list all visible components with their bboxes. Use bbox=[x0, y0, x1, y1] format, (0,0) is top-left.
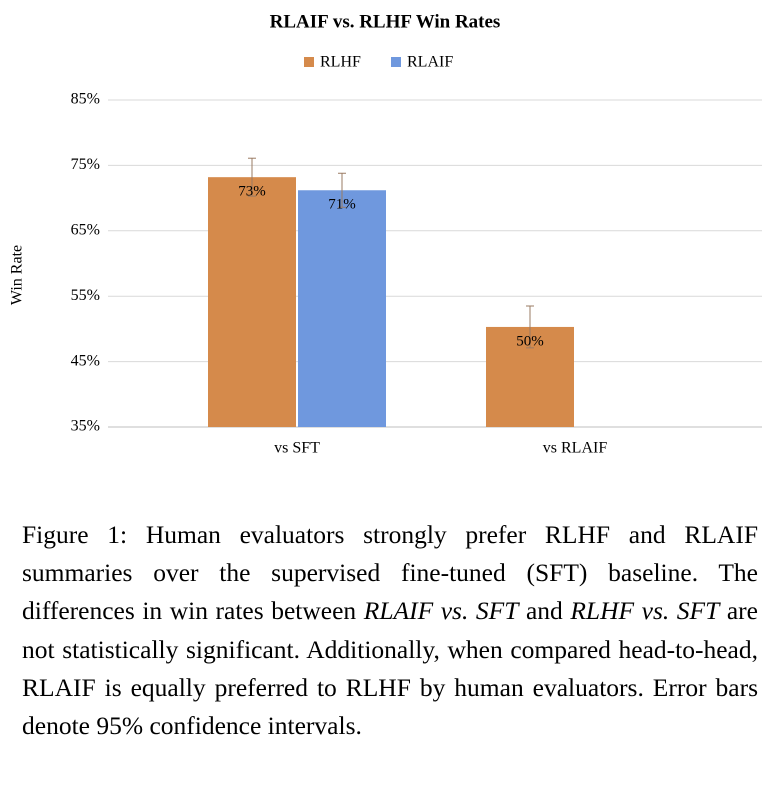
bar bbox=[208, 177, 296, 427]
legend-label: RLHF bbox=[320, 54, 361, 71]
legend-swatch bbox=[304, 57, 314, 67]
chart-title: RLAIF vs. RLHF Win Rates bbox=[270, 11, 501, 32]
y-axis-label: Win Rate bbox=[9, 245, 26, 305]
chart: RLAIF vs. RLHF Win Rates Win Rate 35% 45%… bbox=[9, 11, 762, 457]
value-label: 71% bbox=[328, 197, 356, 213]
figure-caption: Figure 1: Human evaluators strongly pref… bbox=[22, 516, 758, 745]
y-tick-label: 75% bbox=[71, 156, 100, 173]
x-tick-label: vs SFT bbox=[274, 440, 320, 457]
caption-italic: RLHF vs. SFT bbox=[570, 596, 720, 626]
x-tick-label: vs RLAIF bbox=[543, 440, 608, 457]
bar bbox=[298, 190, 386, 427]
y-tick-label: 85% bbox=[71, 91, 100, 108]
y-tick-label: 45% bbox=[71, 352, 100, 369]
y-tick-label: 65% bbox=[71, 221, 100, 238]
value-label: 50% bbox=[516, 333, 544, 349]
value-label: 73% bbox=[238, 184, 266, 200]
caption-italic: RLAIF vs. SFT bbox=[363, 596, 519, 626]
legend-swatch bbox=[391, 57, 401, 67]
y-tick-label: 35% bbox=[71, 418, 100, 435]
caption-text: are not statistically significant. Addit… bbox=[22, 596, 758, 741]
caption-text: Figure 1: Human evaluators strongly pref… bbox=[22, 520, 758, 626]
legend-label: RLAIF bbox=[407, 54, 453, 71]
caption-text: and bbox=[518, 596, 571, 626]
y-tick-label: 55% bbox=[71, 287, 100, 304]
